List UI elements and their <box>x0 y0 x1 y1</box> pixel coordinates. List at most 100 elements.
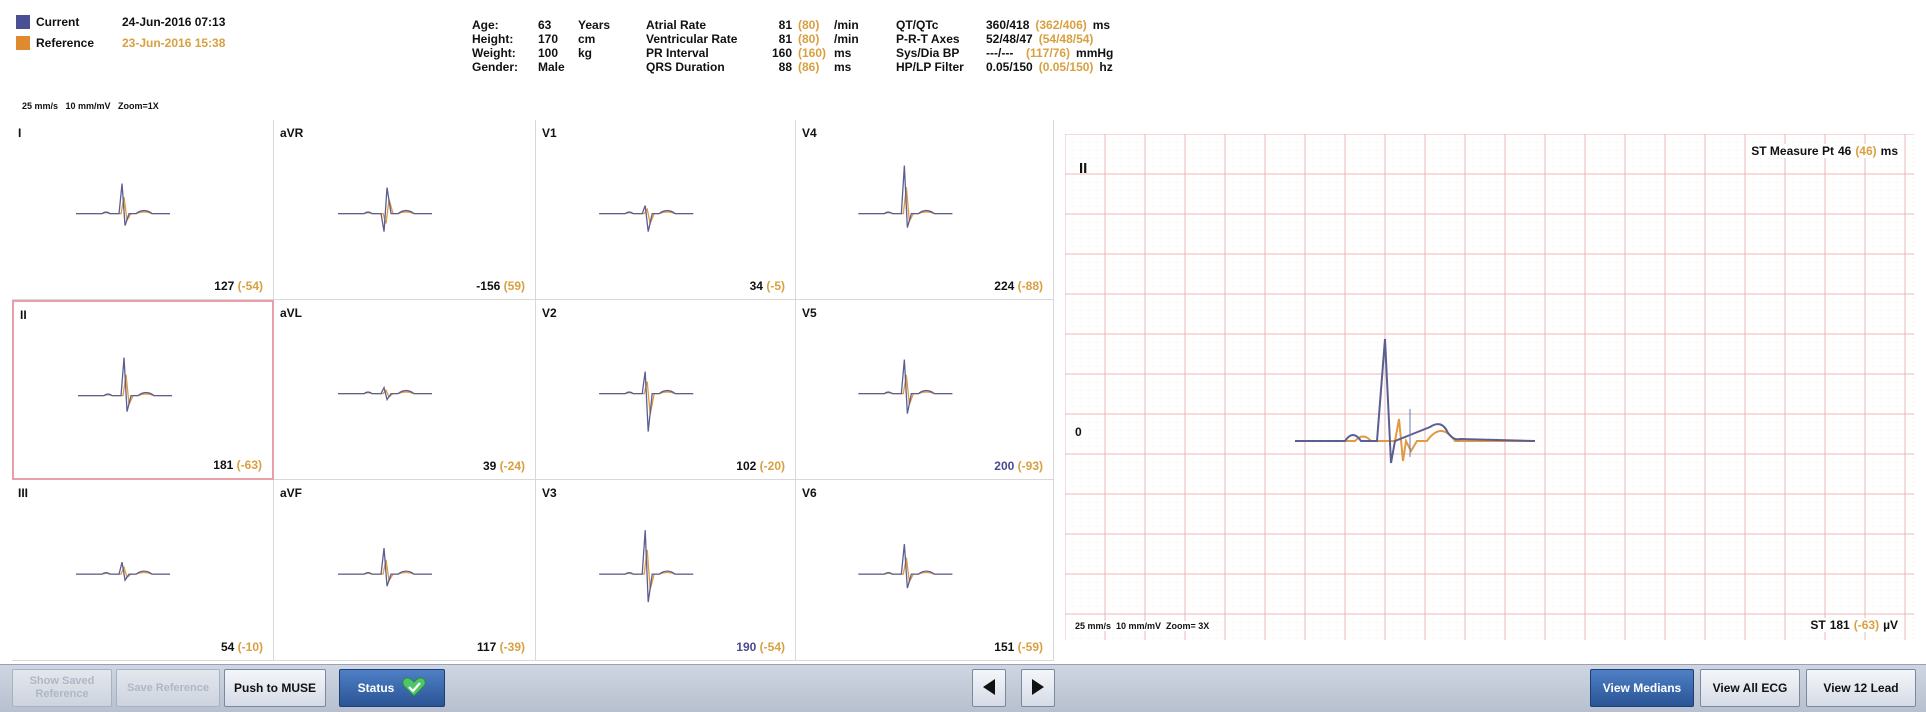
current-beat-trace <box>1295 338 1536 464</box>
lead-cell-ii[interactable]: II 181 (-63) <box>12 300 274 480</box>
lead-cell-avr[interactable]: aVR -156 (59) <box>274 120 536 300</box>
pr-interval: PR Interval 160 (160) ms <box>646 46 859 60</box>
st-reference: (-54) <box>237 279 263 293</box>
patient-value: 100 <box>538 46 559 60</box>
patient-age: Age: 63 Years <box>472 18 610 32</box>
measure-reference: (54/48/54) <box>1038 32 1094 46</box>
lead-cell-v5[interactable]: V5 200 (-93) <box>796 300 1054 480</box>
current-beat-trace <box>76 183 171 226</box>
interval-reference: (160) <box>798 46 827 60</box>
st-measure-point: ST Measure Pt 46 (46) ms <box>1751 144 1898 158</box>
patient-height: Height: 170 cm <box>472 32 610 46</box>
lead-name: V3 <box>542 486 557 500</box>
lead-st-value: 54 (-10) <box>221 640 263 654</box>
next-button[interactable] <box>1021 669 1055 707</box>
st-current: 39 <box>482 459 497 473</box>
lead-cell-v1[interactable]: V1 34 (-5) <box>536 120 796 300</box>
st-reference: (-10) <box>237 640 263 654</box>
push-to-muse-button[interactable]: Push to MUSE <box>224 669 326 707</box>
zoomed-st-value: ST 181 (-63) µV <box>1810 618 1898 632</box>
lead-name: aVR <box>280 126 304 140</box>
current-beat-trace <box>599 205 694 232</box>
st-current: 190 <box>736 640 757 654</box>
lead-cell-avl[interactable]: aVL 39 (-24) <box>274 300 536 480</box>
patient-label: Height: <box>472 32 514 46</box>
median-beat-waveform <box>338 548 433 587</box>
lead-cell-v2[interactable]: V2 102 (-20) <box>536 300 796 480</box>
view-all-ecg-button[interactable]: View All ECG <box>1700 669 1800 707</box>
patient-info: Age: 63 Years Height: 170 cm Weight: 100… <box>472 18 610 74</box>
current-beat-trace <box>858 359 953 414</box>
zero-baseline-label: 0 <box>1075 425 1082 439</box>
reference-color-swatch <box>16 36 30 50</box>
heart-check-icon <box>402 676 427 700</box>
st-current: 127 <box>214 279 235 293</box>
interval-label: PR Interval <box>646 46 709 60</box>
lead-st-value: 224 (-88) <box>994 279 1043 293</box>
st-reference: (-24) <box>499 459 525 473</box>
prt-axes: P-R-T Axes 52/48/47 (54/48/54) <box>896 32 1113 46</box>
st-current: 151 <box>994 640 1015 654</box>
lead-cell-v6[interactable]: V6 151 (-59) <box>796 480 1054 661</box>
lead-name: II <box>20 308 27 322</box>
previous-button[interactable] <box>972 669 1006 707</box>
lead-cell-i[interactable]: I 127 (-54) <box>12 120 274 300</box>
st-reference: (-63) <box>236 458 262 472</box>
lead-name: III <box>18 486 29 500</box>
st-reference: (-63) <box>1853 618 1880 632</box>
interval-label: Atrial Rate <box>646 18 707 32</box>
measure-label: QT/QTc <box>896 18 939 32</box>
show-saved-reference-button[interactable]: Show Saved Reference <box>12 669 112 707</box>
interval-current: 81 <box>778 18 792 32</box>
triangle-right-icon <box>1030 678 1046 699</box>
lead-name: aVL <box>280 306 303 320</box>
lead-cell-avf[interactable]: aVF 117 (-39) <box>274 480 536 661</box>
lead-cell-iii[interactable]: III 54 (-10) <box>12 480 274 661</box>
lead-cell-v3[interactable]: V3 190 (-54) <box>536 480 796 661</box>
measure-unit: mmHg <box>1076 46 1114 60</box>
status-button[interactable]: Status <box>339 669 445 707</box>
st-reference: (-20) <box>759 459 785 473</box>
save-reference-button[interactable]: Save Reference <box>116 669 220 707</box>
interval-reference: (80) <box>798 18 820 32</box>
lead-st-value: 102 (-20) <box>736 459 785 473</box>
lead-st-value: 34 (-5) <box>750 279 785 293</box>
median-beat-waveform <box>338 385 433 402</box>
measure-label: P-R-T Axes <box>896 32 960 46</box>
measure-current: 52/48/47 <box>986 32 1033 46</box>
legend-reference: Reference 23-Jun-2016 15:38 <box>16 36 225 50</box>
current-beat-trace <box>76 561 171 582</box>
lead-st-value: 127 (-54) <box>214 279 263 293</box>
current-beat-trace <box>858 165 953 228</box>
zoomed-lead-name: II <box>1079 160 1088 177</box>
current-beat-trace <box>599 371 694 432</box>
lead-name: aVF <box>280 486 303 500</box>
measure-label: Sys/Dia BP <box>896 46 960 60</box>
current-beat-trace <box>78 357 173 412</box>
median-beat-waveform <box>76 183 171 226</box>
measure-reference: (0.05/150) <box>1038 60 1094 74</box>
median-beat-waveform <box>599 205 694 232</box>
measure-unit: hz <box>1099 60 1113 74</box>
st-current: 224 <box>994 279 1015 293</box>
view-12-lead-button[interactable]: View 12 Lead <box>1806 669 1916 707</box>
st-current: 102 <box>736 459 757 473</box>
st-current: 117 <box>476 640 497 654</box>
patient-value: 63 <box>538 18 552 32</box>
st-reference: (-93) <box>1017 459 1043 473</box>
interval-info: Atrial Rate 81 (80) /min Ventricular Rat… <box>646 18 859 74</box>
patient-value: 170 <box>538 32 559 46</box>
lead-cell-v4[interactable]: V4 224 (-88) <box>796 120 1054 300</box>
st-current: 34 <box>749 279 763 293</box>
zoomed-scale-text: 25 mm/s 10 mm/mV Zoom= 3X <box>1075 621 1210 631</box>
interval-unit: ms <box>834 60 852 74</box>
st-current: 54 <box>220 640 235 654</box>
patient-label: Age: <box>472 18 499 32</box>
st-current: -156 <box>476 279 501 293</box>
view-medians-button[interactable]: View Medians <box>1590 669 1694 707</box>
zoomed-median-panel: II ST Measure Pt 46 (46) ms 0 25 mm/s 10… <box>1065 134 1914 640</box>
interval-label: QRS Duration <box>646 60 725 74</box>
patient-gender: Gender: Male <box>472 60 610 74</box>
lead-st-value: 117 (-39) <box>477 640 525 654</box>
patient-unit: kg <box>578 46 593 60</box>
